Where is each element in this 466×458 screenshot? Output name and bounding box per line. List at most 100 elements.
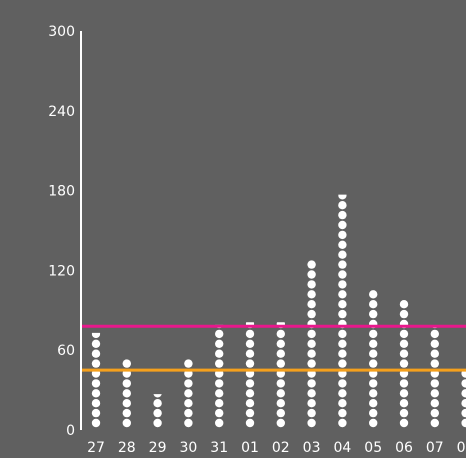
data-dot [430, 339, 439, 348]
data-dot [399, 300, 409, 309]
data-dot [122, 379, 131, 388]
data-dot [338, 349, 347, 358]
data-dot [338, 201, 347, 210]
data-dot [338, 220, 347, 230]
data-dot [184, 418, 193, 428]
dot-column [184, 359, 193, 428]
data-dot [369, 359, 378, 368]
data-dot [307, 329, 316, 339]
x-tick-label: 28 [118, 440, 136, 456]
data-dot [276, 379, 285, 388]
data-dot [215, 418, 224, 428]
x-tick-label: 05 [364, 440, 382, 456]
data-dot [461, 418, 466, 428]
data-dot [399, 408, 409, 418]
data-dot [430, 418, 439, 428]
data-dot [430, 389, 439, 398]
data-dot [153, 408, 162, 418]
y-axis-tick-labels: 0 60 120 180 240 300 [48, 24, 75, 439]
data-dot [338, 230, 347, 240]
data-dot [430, 399, 439, 408]
x-tick-label: 08 [457, 440, 466, 456]
data-dot [338, 399, 347, 408]
data-dot [307, 309, 316, 319]
y-tick-label: 60 [57, 343, 75, 359]
data-dot [399, 418, 409, 428]
data-dot [276, 399, 285, 408]
data-dot [338, 300, 347, 309]
data-dot [307, 379, 316, 388]
data-dot [91, 418, 101, 428]
data-dot [276, 339, 285, 348]
data-dot [369, 300, 378, 309]
data-dot [369, 349, 378, 358]
data-dot [338, 418, 347, 428]
data-dot [338, 270, 347, 279]
data-dot [276, 349, 285, 358]
data-dot [399, 329, 409, 339]
data-dot [461, 379, 466, 388]
data-dot [338, 309, 347, 319]
data-dot [122, 418, 131, 428]
dot-column [430, 326, 439, 428]
dot-column [307, 260, 316, 428]
data-dot [91, 339, 101, 348]
y-tick-label: 0 [66, 423, 75, 439]
data-dot [399, 309, 409, 319]
y-tick-label: 180 [48, 184, 75, 200]
data-dot [122, 408, 131, 418]
data-dot [307, 408, 316, 418]
dot-column [338, 194, 347, 428]
data-dot [307, 300, 316, 309]
data-dot [430, 408, 439, 418]
y-tick-label: 240 [48, 104, 75, 120]
data-dot [369, 309, 378, 319]
data-dot [430, 379, 439, 388]
data-dot [430, 349, 439, 358]
data-dot [276, 359, 285, 368]
dot-column [122, 359, 131, 428]
data-dot [245, 418, 255, 428]
data-dot [215, 339, 224, 348]
data-dot [215, 349, 224, 358]
y-tick-label: 300 [48, 24, 75, 40]
data-dot [91, 359, 101, 368]
data-dot [369, 329, 378, 339]
data-dot [369, 408, 378, 418]
reference-lines [81, 324, 466, 372]
data-dot [338, 290, 347, 299]
data-dot [307, 399, 316, 408]
data-dot [338, 329, 347, 339]
dot-column [399, 300, 409, 428]
data-dot [153, 399, 162, 408]
data-dot [461, 389, 466, 398]
data-dot [276, 329, 285, 339]
data-dot [184, 389, 193, 398]
dot-column [153, 394, 162, 428]
data-dot [245, 339, 255, 348]
data-dot-partial [153, 394, 162, 398]
x-tick-label: 31 [210, 440, 228, 456]
data-dot [245, 408, 255, 418]
data-dot [91, 349, 101, 358]
data-dot [307, 389, 316, 398]
data-dot [307, 290, 316, 299]
data-dot-partial [338, 194, 347, 200]
x-tick-label: 27 [87, 440, 105, 456]
data-dot [122, 399, 131, 408]
x-axis-tick-labels: 27 28 29 30 31 01 02 03 04 05 06 07 08 [87, 440, 466, 456]
data-dot [91, 399, 101, 408]
data-dot [122, 389, 131, 398]
data-dot [276, 418, 285, 428]
data-dot [369, 339, 378, 348]
data-dot [338, 210, 347, 220]
data-dot [307, 260, 316, 269]
data-dot [461, 399, 466, 408]
data-dot [307, 418, 316, 428]
data-dot [307, 349, 316, 358]
dot-column [461, 369, 466, 428]
data-dot [338, 408, 347, 418]
dot-column [369, 290, 378, 428]
data-dot [399, 389, 409, 398]
dot-columns [91, 194, 466, 428]
